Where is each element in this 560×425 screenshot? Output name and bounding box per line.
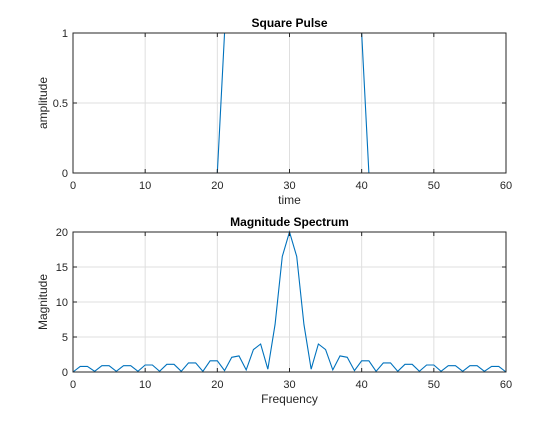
- x-tick-label: 30: [283, 379, 295, 391]
- x-axis-label: Frequency: [261, 392, 318, 406]
- x-tick-label: 50: [428, 379, 440, 391]
- square-pulse-plot: 0 10 20 30 40 50 60 0 0.5 1 Square Pulse time amplit…: [36, 16, 512, 207]
- chart-title: Magnitude Spectrum: [230, 215, 349, 229]
- y-tick-label: 1: [62, 28, 68, 40]
- x-tick-label: 30: [283, 180, 295, 192]
- x-tick-label: 60: [500, 379, 512, 391]
- x-tick-label: 50: [428, 180, 440, 192]
- y-tick-label: 15: [56, 262, 68, 274]
- y-tick-label: 5: [62, 332, 68, 344]
- y-tick-label: 0.5: [53, 98, 68, 110]
- x-tick-label: 40: [356, 180, 368, 192]
- x-tick-label: 60: [500, 180, 512, 192]
- magnitude-spectrum-plot: 0 10 20 30 40 50 60 0 5 10 15 20 Magnitude Spectrum F…: [36, 215, 512, 406]
- y-tick-label: 0: [62, 367, 68, 379]
- y-tick-label: 20: [56, 227, 68, 239]
- chart-title: Square Pulse: [251, 16, 327, 30]
- y-tick-label: 10: [56, 297, 68, 309]
- x-tick-label: 0: [70, 180, 76, 192]
- x-tick-label: 20: [211, 379, 223, 391]
- y-axis-label: Magnitude: [36, 274, 50, 330]
- y-tick-label: 0: [62, 168, 68, 180]
- x-tick-label: 20: [211, 180, 223, 192]
- y-axis-label: amplitude: [36, 77, 50, 129]
- x-tick-label: 10: [139, 180, 151, 192]
- x-tick-label: 40: [356, 379, 368, 391]
- x-axis-label: time: [278, 193, 301, 207]
- x-tick-label: 0: [70, 379, 76, 391]
- x-tick-label: 10: [139, 379, 151, 391]
